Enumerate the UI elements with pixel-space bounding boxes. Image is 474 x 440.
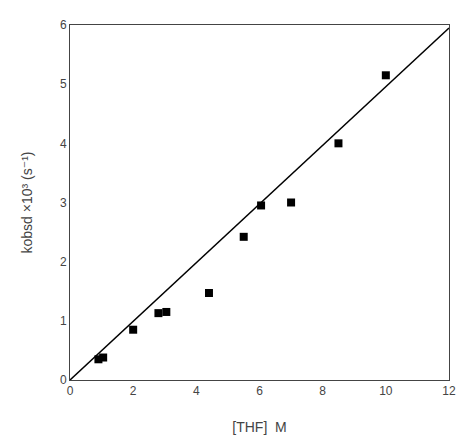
svg-text:4: 4 xyxy=(60,137,67,151)
svg-text:8: 8 xyxy=(319,384,326,398)
svg-text:[THF] M: [THF] M xyxy=(232,419,286,435)
svg-text:10: 10 xyxy=(379,384,393,398)
svg-text:2: 2 xyxy=(130,384,137,398)
svg-text:kobsd ×10³ (s⁻¹): kobsd ×10³ (s⁻¹) xyxy=(19,152,35,254)
svg-text:3: 3 xyxy=(60,196,67,210)
svg-text:2: 2 xyxy=(60,255,67,269)
svg-text:12: 12 xyxy=(442,384,456,398)
svg-text:0: 0 xyxy=(60,373,67,387)
svg-text:5: 5 xyxy=(60,77,67,91)
svg-text:0: 0 xyxy=(67,384,74,398)
svg-text:6: 6 xyxy=(60,18,67,32)
svg-text:4: 4 xyxy=(193,384,200,398)
svg-text:6: 6 xyxy=(256,384,263,398)
svg-text:1: 1 xyxy=(60,314,67,328)
